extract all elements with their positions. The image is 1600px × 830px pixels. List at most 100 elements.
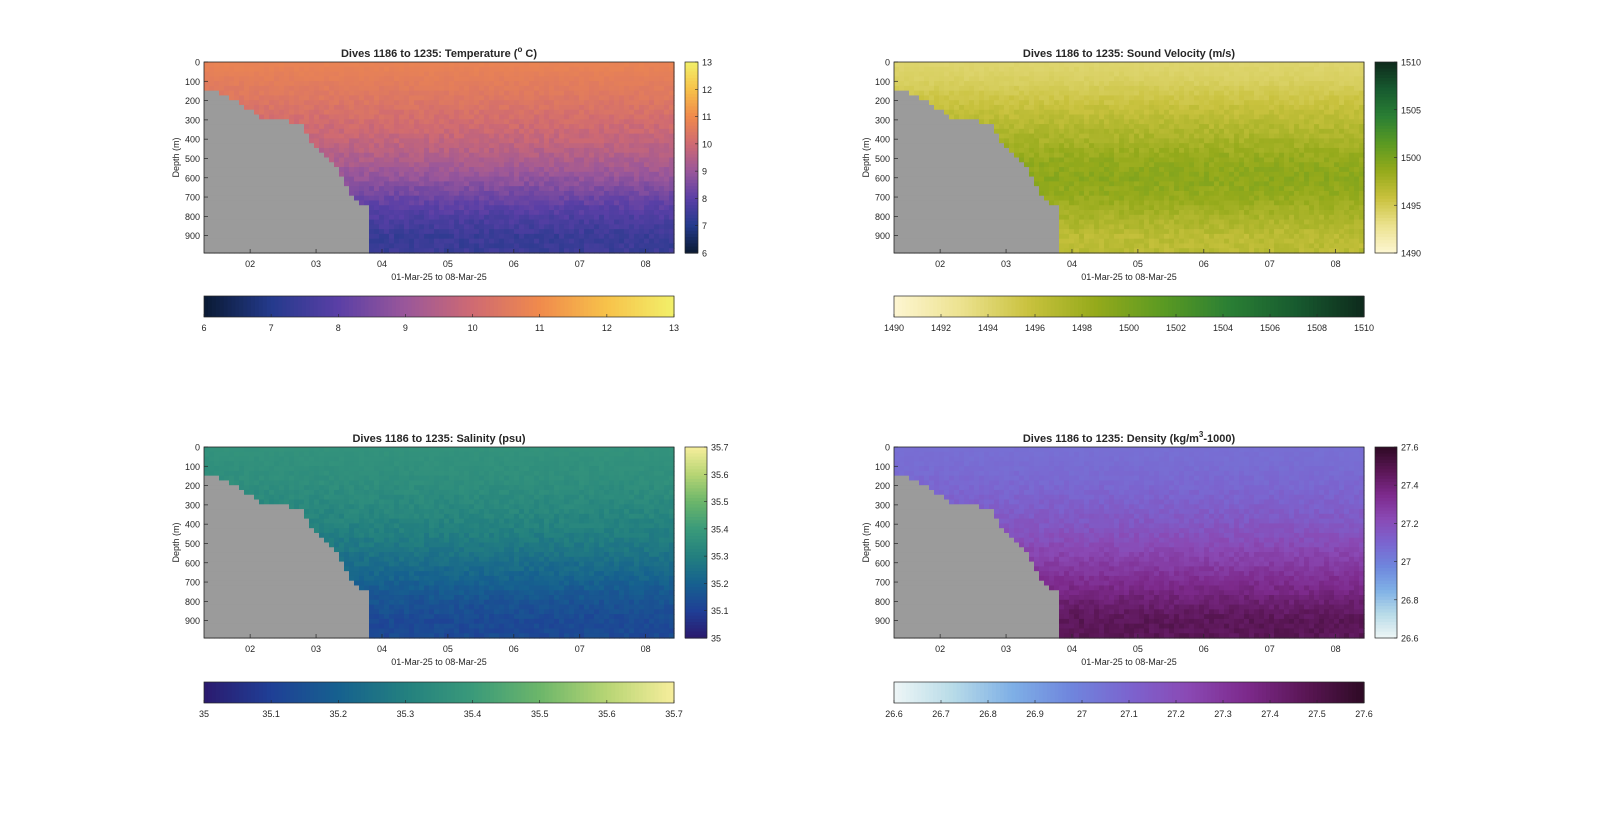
heatmap-cell [389,224,395,230]
heatmap-cell [524,90,530,97]
heatmap-cell [444,243,450,249]
heatmap-cell [264,100,270,106]
heatmap-cell [429,195,435,202]
heatmap-cell [504,76,510,82]
heatmap-cell [424,219,430,225]
heatmap-cell [524,176,530,182]
heatmap-cell [204,171,210,178]
heatmap-cell [319,167,325,173]
heatmap-cell [279,119,285,125]
heatmap-cell [279,81,285,87]
heatmap-cell [314,238,320,245]
heatmap-cell [1009,143,1015,149]
heatmap-cell [274,171,280,178]
heatmap-cell [529,233,535,240]
heatmap-cell [459,248,465,254]
heatmap-cell [414,95,420,101]
heatmap-cell [369,238,375,245]
heatmap-cell [434,76,440,82]
heatmap-cell [659,95,665,101]
heatmap-cell [949,138,955,144]
heatmap-cell [474,181,480,187]
heatmap-cell [599,171,605,178]
heatmap-cell [914,152,920,159]
heatmap-cell [519,138,525,144]
heatmap-cell [444,147,450,154]
heatmap-cell [214,147,220,154]
heatmap-cell [619,100,625,106]
heatmap-cell [914,124,920,130]
heatmap-cell [439,229,445,235]
heatmap-cell [1009,119,1015,125]
heatmap-cell [289,114,295,120]
heatmap-cell [394,71,400,77]
heatmap-cell [454,238,460,245]
heatmap-cell [944,114,950,120]
heatmap-cell [234,224,240,230]
heatmap-cell [219,147,225,154]
heatmap-cell [514,104,520,111]
heatmap-cell [984,190,990,197]
heatmap-cell [384,162,390,168]
heatmap-cell [334,76,340,82]
heatmap-cell [429,138,435,144]
heatmap-cell [589,152,595,159]
heatmap-cell [964,238,970,245]
heatmap-cell [419,171,425,178]
heatmap-cell [414,109,420,116]
heatmap-cell [344,233,350,240]
heatmap-cell [514,214,520,221]
heatmap-cell [339,138,345,144]
colorbar-swatch [685,147,698,152]
colorbar-tick-label: 12 [702,85,712,95]
heatmap-cell [269,205,275,211]
heatmap-cell [584,186,590,192]
heatmap-cell [924,133,930,140]
heatmap-cell [634,66,640,73]
heatmap-cell [514,81,520,87]
heatmap-cell [659,124,665,130]
heatmap-cell [214,143,220,149]
heatmap-cell [539,109,545,116]
heatmap-cell [574,100,580,106]
heatmap-cell [379,233,385,240]
heatmap-cell [214,66,220,73]
heatmap-cell [944,248,950,254]
heatmap-cell [464,109,470,116]
heatmap-cell [439,147,445,154]
heatmap-cell [469,219,475,225]
heatmap-cell [944,214,950,221]
heatmap-cell [999,248,1005,254]
heatmap-cell [384,181,390,187]
heatmap-cell [489,124,495,130]
heatmap-cell [439,238,445,245]
heatmap-cell [894,143,900,149]
heatmap-cell [569,248,575,254]
heatmap-cell [304,200,310,206]
heatmap-cell [219,229,225,235]
heatmap-cell [909,157,915,163]
heatmap-cell [394,138,400,144]
heatmap-cell [379,119,385,125]
heatmap-cell [494,233,500,240]
heatmap-cell [629,114,635,120]
heatmap-cell [654,186,660,192]
heatmap-cell [944,147,950,154]
heatmap-cell [439,171,445,178]
colorbar-swatch [685,81,698,85]
heatmap-cell [284,71,290,77]
heatmap-cell [464,76,470,82]
heatmap-cell [619,214,625,221]
heatmap-cell [629,167,635,173]
colorbar-tick-label: 11 [702,112,711,122]
heatmap-cell [339,181,345,187]
x-tick-label: 02 [245,259,255,269]
heatmap-cell [454,81,460,87]
heatmap-cell [504,171,510,178]
colorbar-swatch [298,296,303,317]
heatmap-cell [619,181,625,187]
heatmap-cell [234,128,240,135]
heatmap-cell [1014,71,1020,77]
heatmap-cell [939,214,945,221]
heatmap-cell [324,62,330,68]
